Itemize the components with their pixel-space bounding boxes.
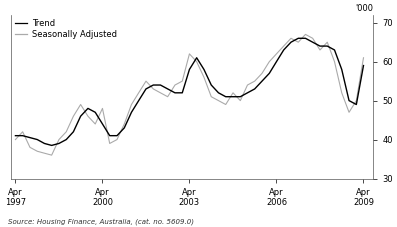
Text: '000: '000 — [355, 4, 373, 13]
Text: Source: Housing Finance, Australia, (cat. no. 5609.0): Source: Housing Finance, Australia, (cat… — [8, 218, 194, 225]
Legend: Trend, Seasonally Adjusted: Trend, Seasonally Adjusted — [15, 19, 117, 39]
